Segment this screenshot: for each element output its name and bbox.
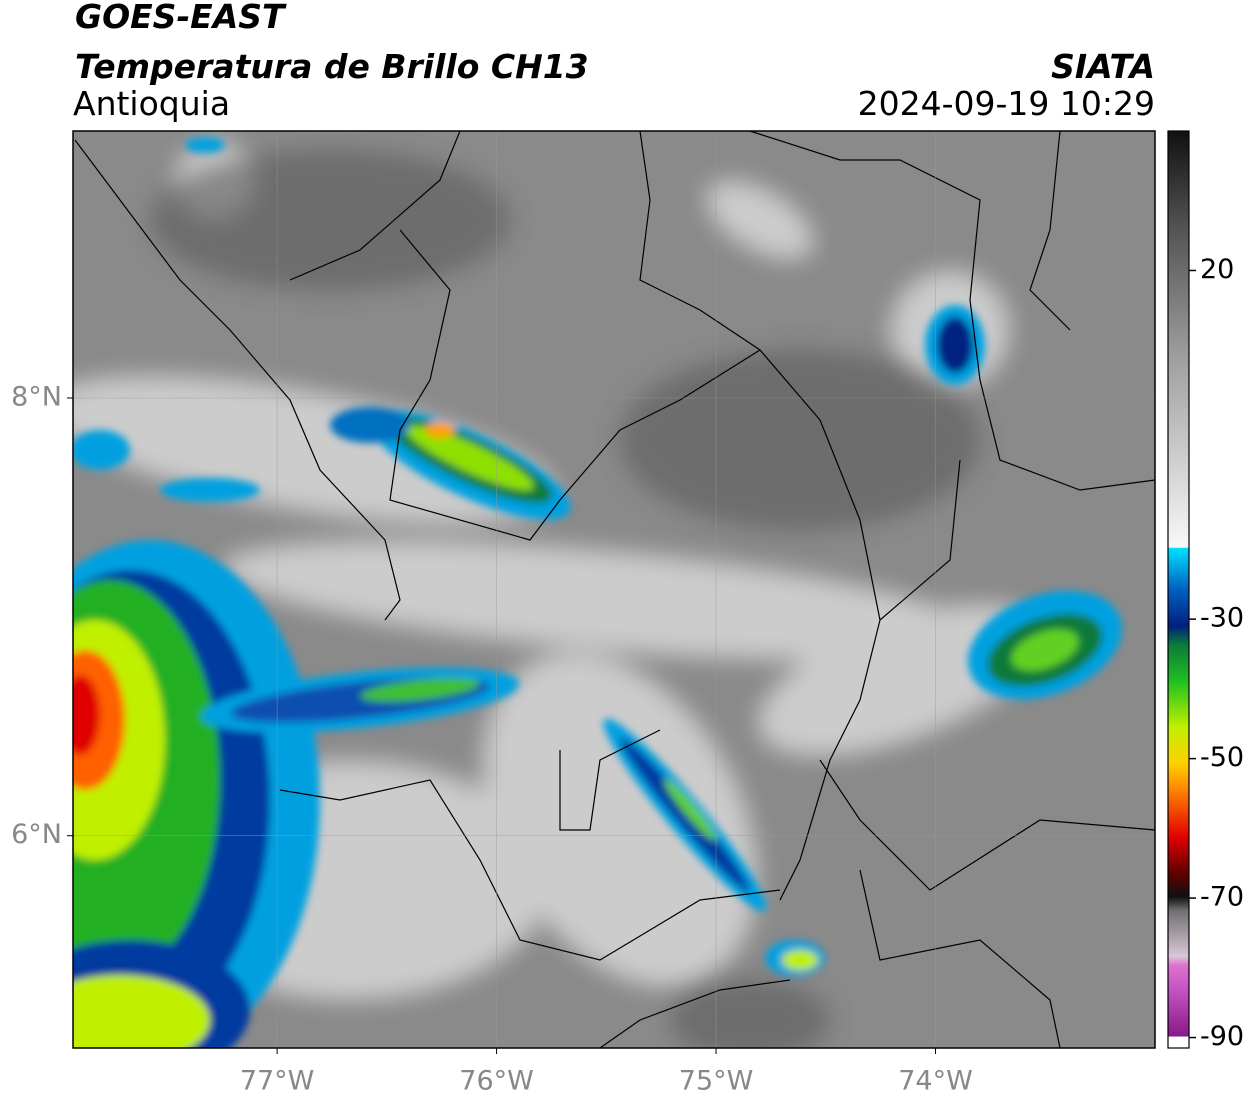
lat-tick-label: 8°N <box>11 382 62 413</box>
colorbar-tick-label: -90 <box>1200 1021 1244 1052</box>
colorbar-tick-label: 20 <box>1200 254 1234 285</box>
region: Antioquia <box>73 84 230 123</box>
map-frame <box>72 130 1156 1049</box>
subtitle: Temperatura de Brillo CH13 <box>75 47 589 86</box>
colorbar <box>1167 130 1190 1049</box>
colorbar-tick-label: -70 <box>1200 882 1244 913</box>
lat-tick-label: 6°N <box>11 819 62 850</box>
colorbar-tick-label: -50 <box>1200 742 1244 773</box>
datetime: 2024-09-19 10:29 <box>858 84 1155 123</box>
lon-tick-label: 74°W <box>898 1066 973 1097</box>
lon-tick-label: 77°W <box>240 1066 315 1097</box>
lon-tick-label: 76°W <box>459 1066 534 1097</box>
colorbar-tick-label: -30 <box>1200 603 1244 634</box>
source: SIATA <box>1051 47 1155 86</box>
lon-tick-label: 75°W <box>679 1066 754 1097</box>
title: GOES-EAST <box>75 0 287 36</box>
imagery <box>73 131 1155 1048</box>
